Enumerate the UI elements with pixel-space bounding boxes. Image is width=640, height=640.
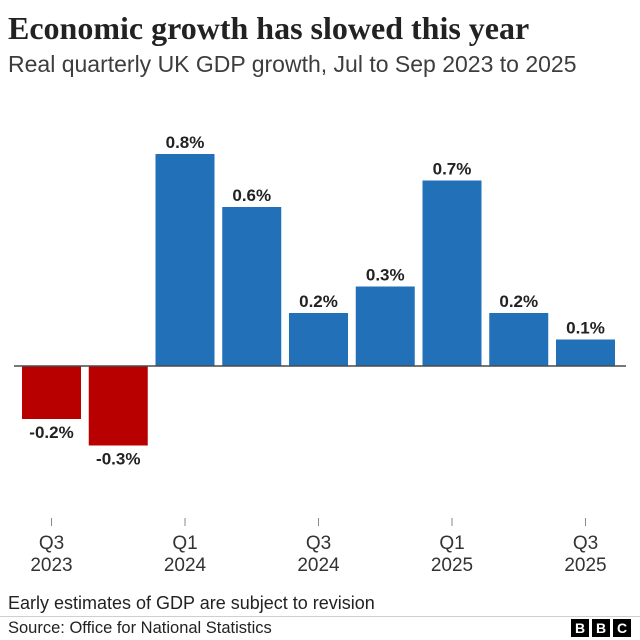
bar-q3-2025	[556, 339, 615, 366]
data-label-q4-2023: -0.3%	[96, 450, 140, 469]
x-axis	[14, 365, 626, 526]
source-note: Source: Office for National Statistics	[8, 619, 272, 637]
data-label-q1-2024: 0.8%	[166, 133, 205, 152]
x-tick-label-q3-2025: Q3 2025	[564, 533, 607, 576]
chart-subtitle: Real quarterly UK GDP growth, Jul to Sep…	[8, 51, 577, 77]
bar-q4-2024	[355, 286, 415, 366]
data-label-q1-2025: 0.7%	[433, 160, 472, 179]
bars-group	[22, 154, 615, 446]
data-label-q3-2024: 0.2%	[299, 292, 338, 311]
bar-q2-2025	[489, 313, 549, 366]
bar-q1-2025	[422, 180, 482, 366]
logo-letter-b1: B	[571, 619, 589, 637]
logo-letter-b2: B	[592, 619, 610, 637]
data-label-q3-2023: -0.2%	[29, 423, 73, 442]
bar-q4-2023	[88, 366, 148, 446]
data-label-q3-2025: 0.1%	[566, 319, 605, 338]
bar-q2-2024	[222, 207, 282, 366]
data-label-q2-2024: 0.6%	[232, 186, 271, 205]
bar-q3-2024	[289, 313, 348, 366]
data-labels-group: -0.2% -0.3% 0.8% 0.6% 0.2% 0.3% 0.7% 0.2% 0.1%	[29, 133, 605, 469]
x-tick-label-q3-2023: Q3 2023	[30, 533, 73, 576]
footnote: Early estimates of GDP are subject to re…	[8, 593, 375, 613]
x-tick-label-q1-2024: Q1 2024	[163, 533, 207, 576]
data-label-q4-2024: 0.3%	[366, 266, 405, 285]
logo-letter-c: C	[613, 619, 631, 637]
x-tick-label-q1-2025: Q1 2025	[430, 533, 474, 576]
bbc-logo: B B C	[571, 619, 631, 637]
bar-q3-2023	[22, 366, 81, 419]
chart-title: Economic growth has slowed this year	[8, 10, 530, 46]
x-tick-label-q3-2024: Q3 2024	[297, 533, 340, 576]
data-label-q2-2025: 0.2%	[499, 292, 538, 311]
bar-q1-2024	[155, 154, 215, 366]
footer-divider	[0, 616, 640, 617]
